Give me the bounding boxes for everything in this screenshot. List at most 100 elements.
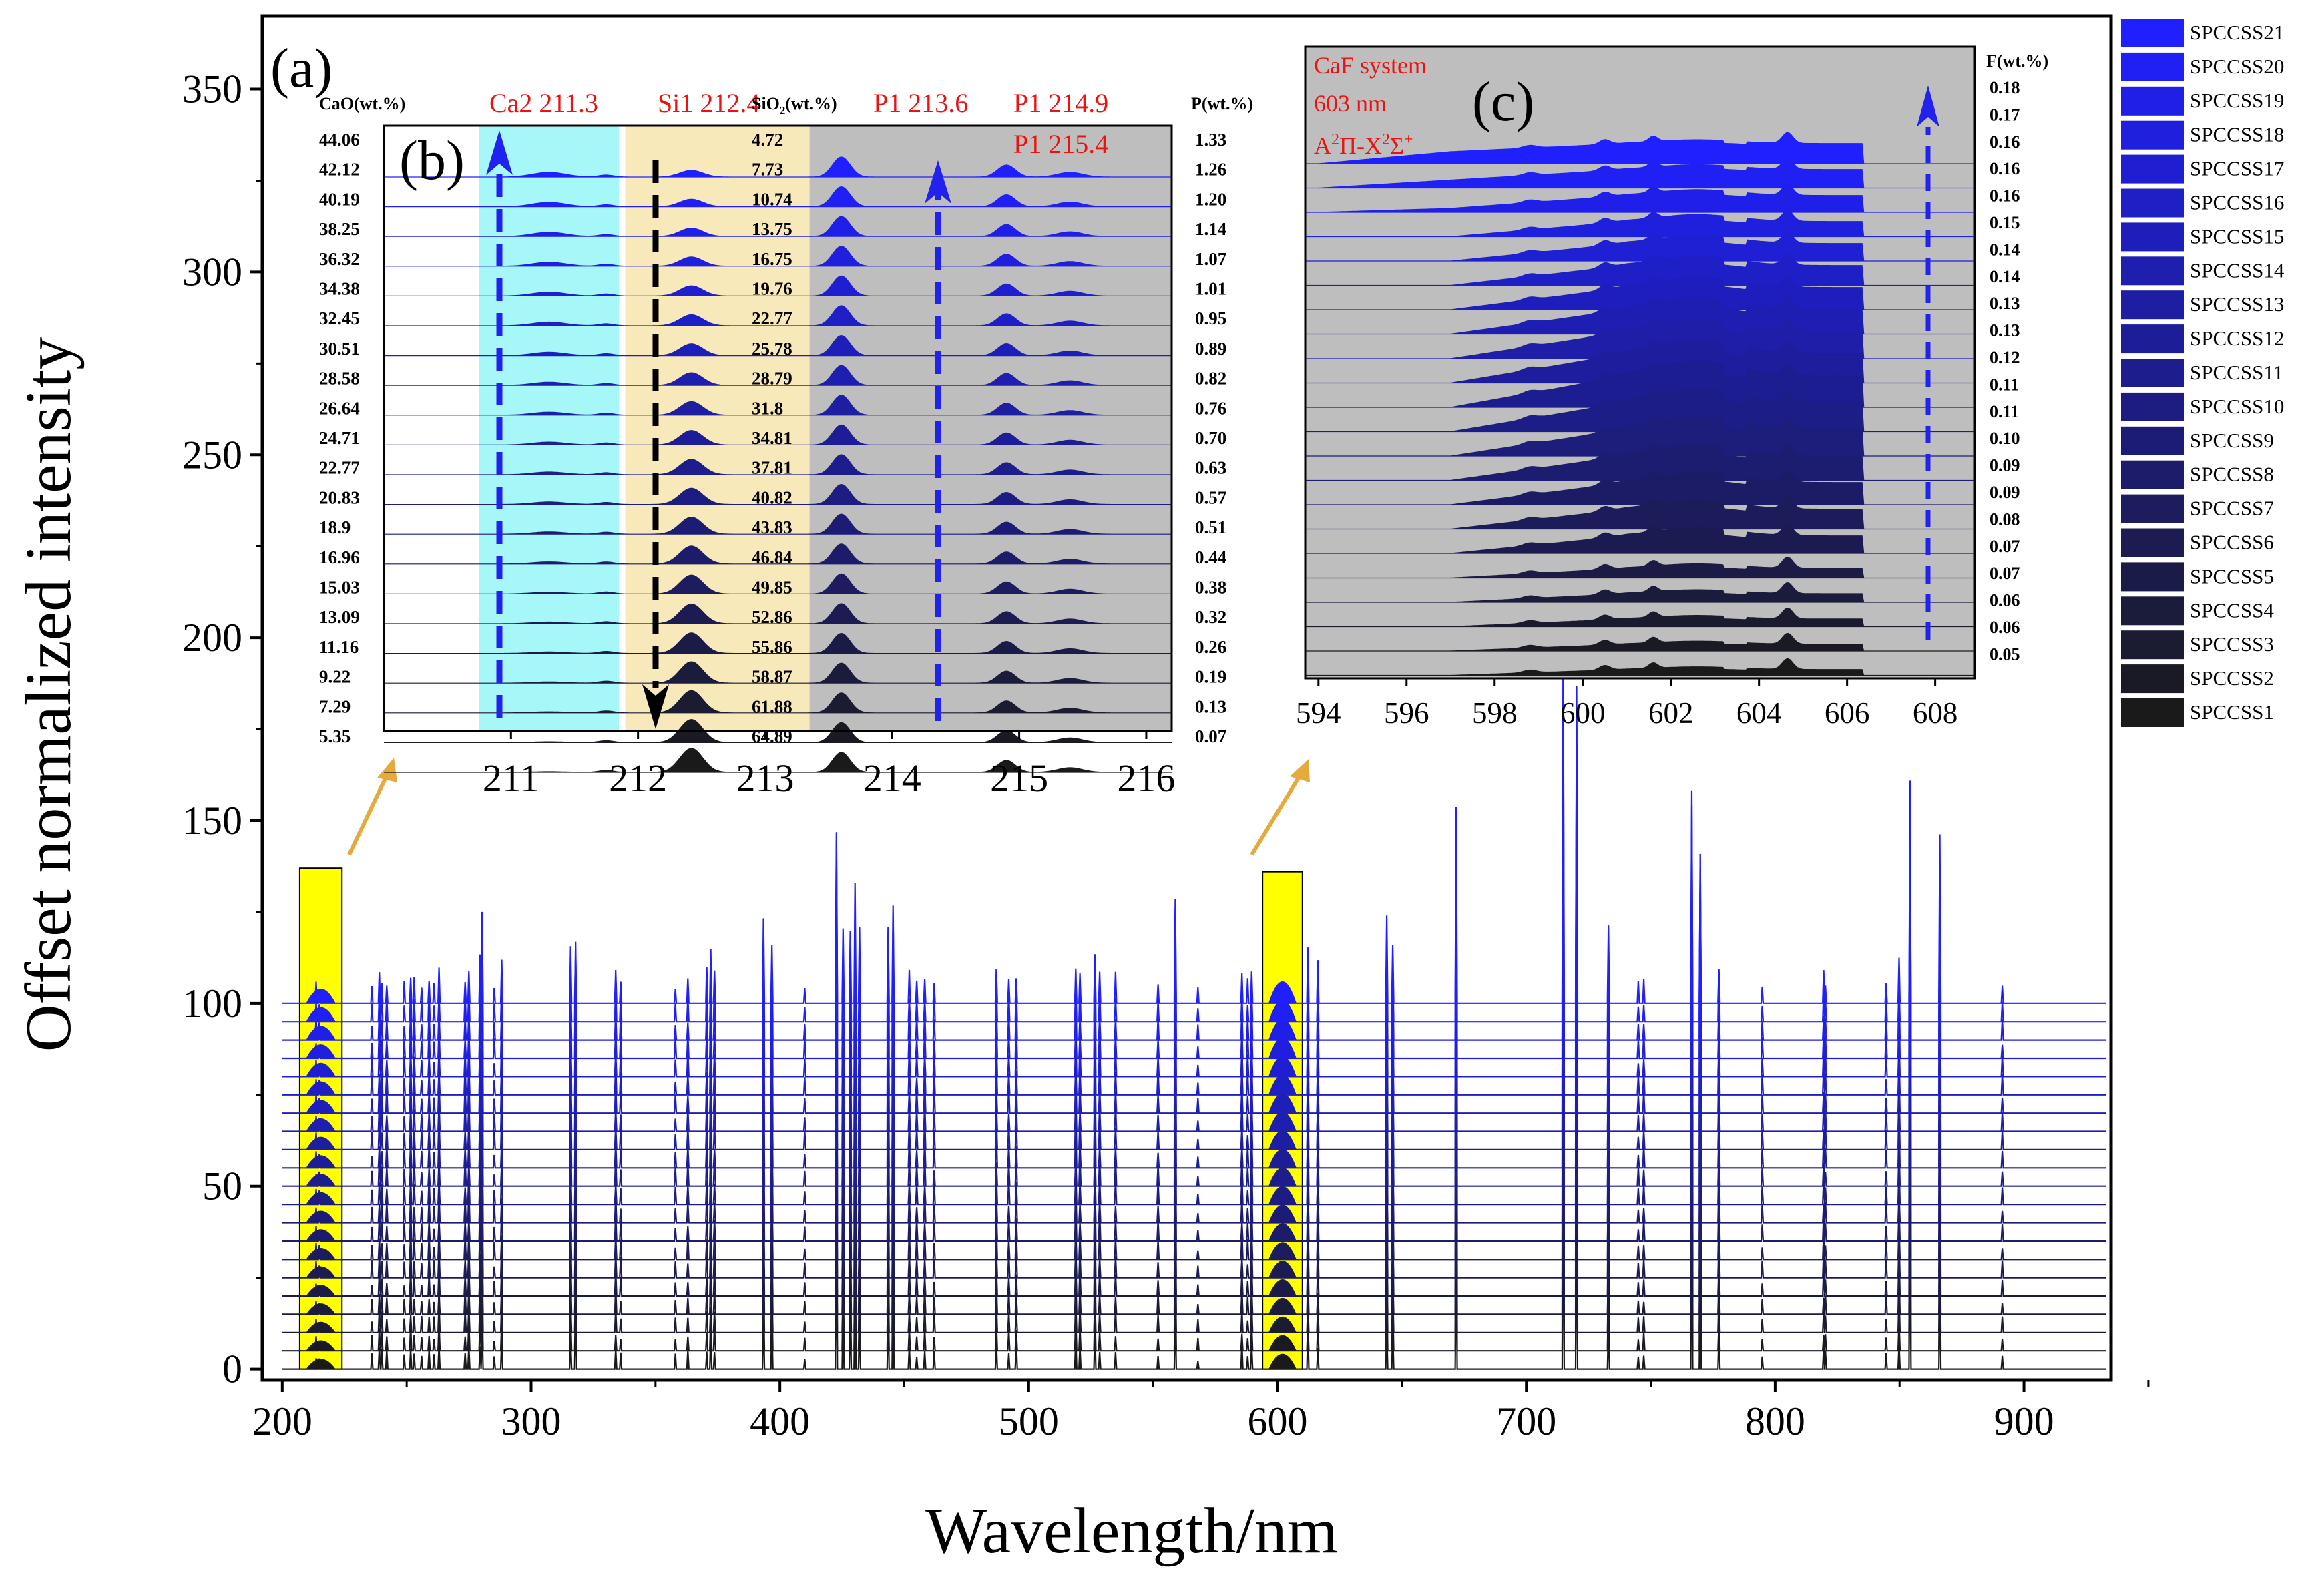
inset-c-spectrum xyxy=(1305,497,1975,530)
f-value: 0.16 xyxy=(1990,132,2020,152)
spectrum-SPCCSS9 xyxy=(282,937,2106,1224)
cao-value: 15.03 xyxy=(319,578,360,598)
inset-c-trend-arrow xyxy=(1917,85,1939,640)
main-y-axis: 0 50 100 150 200 250 300 350 xyxy=(182,67,262,1391)
p-value: 0.82 xyxy=(1195,369,1226,389)
legend-swatch xyxy=(2121,256,2184,286)
cao-value-column: 44.06 42.12 40.19 38.25 36.32 34.38 32.45 30.51… xyxy=(319,130,360,746)
callout-arrowhead-b xyxy=(377,758,397,782)
peak-label: Si1 212.4 xyxy=(658,88,760,118)
legend-label: SPCCSS7 xyxy=(2190,497,2274,520)
inset-b-trend-arrows xyxy=(486,130,951,729)
inset-c-x-tick-label: 604 xyxy=(1736,696,1782,730)
inset-b-spectrum xyxy=(384,513,1172,535)
spectrum-SPCCSS11 xyxy=(282,953,2106,1187)
caf-wavelength-label: 603 nm xyxy=(1314,90,1387,117)
highlight-band-hump xyxy=(1268,1204,1297,1223)
spectrum-SPCCSS8 xyxy=(282,951,2106,1242)
inset-b-x-tick-label: 213 xyxy=(736,756,794,800)
p-value: 0.19 xyxy=(1195,667,1226,687)
peak-label: P1 213.6 xyxy=(873,88,968,118)
main-series xyxy=(282,645,2106,1370)
main-plot: 200 300 400 500 600 700 800 900 0 50 100 150 200 250… xyxy=(13,14,2150,1567)
f-header: F(wt.%) xyxy=(1986,51,2048,71)
inset-c-spectrum xyxy=(1305,184,1975,213)
inset-c-x-tick-label: 598 xyxy=(1472,696,1518,730)
f-value: 0.18 xyxy=(1990,78,2020,97)
peak-label: Ca2 211.3 xyxy=(489,88,598,118)
highlight-band-hump xyxy=(1268,1297,1297,1315)
si-arrowhead xyxy=(642,684,669,729)
highlight-band-hump xyxy=(1268,1056,1297,1077)
sio2-value: 4.72 xyxy=(752,130,783,150)
f-value: 0.08 xyxy=(1990,509,2020,529)
legend-swatch xyxy=(2121,426,2184,455)
legend-label: SPCCSS14 xyxy=(2190,258,2285,282)
inset-c-spectrum xyxy=(1305,158,1975,189)
spectrum-SPCCSS4 xyxy=(282,1046,2106,1315)
cao-value: 44.06 xyxy=(319,130,360,150)
f-value: 0.05 xyxy=(1990,644,2020,664)
inset-b-spectrum xyxy=(384,603,1172,624)
highlight-band-hump xyxy=(306,1100,336,1114)
inset-b-spectrum xyxy=(384,216,1172,237)
cao-value: 32.45 xyxy=(319,308,360,328)
spectrum-SPCCSS18 xyxy=(282,709,2106,1060)
f-value: 0.14 xyxy=(1990,240,2020,259)
legend-swatch xyxy=(2121,460,2184,489)
sio2-value: 46.84 xyxy=(752,547,792,568)
legend-label: SPCCSS2 xyxy=(2190,666,2274,690)
callout-arrows xyxy=(347,758,1310,856)
inset-b-spectrum xyxy=(384,690,1172,714)
legend-swatch xyxy=(2121,392,2184,421)
caf-transition-label: A2Π-X2Σ+ xyxy=(1314,131,1413,159)
cao-value: 40.19 xyxy=(319,189,360,209)
highlight-band-hump xyxy=(1268,1353,1297,1369)
x-tick-label: 300 xyxy=(501,1399,561,1443)
p-value: 0.32 xyxy=(1195,607,1226,627)
highlight-band-hump xyxy=(1268,1093,1297,1114)
legend: SPCCSS21 SPCCSS20 SPCCSS19 SPCCSS18 SPCCSS17… xyxy=(2121,19,2285,727)
spectrum-SPCCSS15 xyxy=(282,788,2106,1114)
main-x-axis: 200 300 400 500 600 700 800 900 xyxy=(252,1380,2150,1443)
p-value: 0.38 xyxy=(1195,578,1226,598)
inset-b-spectrum xyxy=(384,186,1172,208)
spectrum-SPCCSS5 xyxy=(282,1046,2106,1297)
p-header: P(wt.%) xyxy=(1191,94,1253,114)
spectrum-SPCCSS21 xyxy=(282,645,2106,1004)
p-value: 0.57 xyxy=(1195,487,1226,507)
inset-c-series xyxy=(1305,132,1975,676)
y-tick-label: 300 xyxy=(182,250,242,294)
inset-b-x-tick-label: 214 xyxy=(863,756,921,800)
spectrum-SPCCSS6 xyxy=(282,1002,2106,1279)
p-value: 0.07 xyxy=(1195,726,1226,746)
f-value: 0.13 xyxy=(1990,321,2020,341)
p-value: 0.70 xyxy=(1195,428,1226,448)
x-tick-label: 900 xyxy=(1994,1399,2054,1443)
p-value: 0.63 xyxy=(1195,458,1226,478)
highlight-band-hump xyxy=(306,1007,336,1022)
highlight-band-hump xyxy=(1268,1242,1297,1260)
inset-c-spectrum xyxy=(1305,361,1975,408)
inset-c-x-tick-label: 594 xyxy=(1296,696,1341,730)
cao-value: 13.09 xyxy=(319,607,360,627)
legend-label: SPCCSS21 xyxy=(2190,21,2284,44)
cao-value: 20.83 xyxy=(319,487,360,507)
legend-label: SPCCSS1 xyxy=(2190,700,2274,724)
legend-label: SPCCSS19 xyxy=(2190,89,2284,112)
spectrum-SPCCSS17 xyxy=(282,814,2106,1078)
p-value: 0.44 xyxy=(1195,547,1226,568)
legend-swatch xyxy=(2121,222,2184,252)
sio2-value: 58.87 xyxy=(752,667,792,687)
legend-swatch xyxy=(2121,154,2184,184)
highlight-band-hump xyxy=(306,1155,336,1168)
f-value: 0.14 xyxy=(1990,267,2020,286)
highlight-band-hump xyxy=(1268,1112,1297,1132)
inset-b-x-tick-label: 212 xyxy=(609,756,667,800)
inset-c-frame xyxy=(1304,45,1976,680)
highlight-band-hump xyxy=(1268,1074,1297,1095)
sio2-value: 19.76 xyxy=(752,279,792,299)
highlight-band-hump xyxy=(1268,1148,1297,1168)
p-value: 0.95 xyxy=(1195,308,1226,328)
highlight-band-hump xyxy=(306,1210,336,1223)
